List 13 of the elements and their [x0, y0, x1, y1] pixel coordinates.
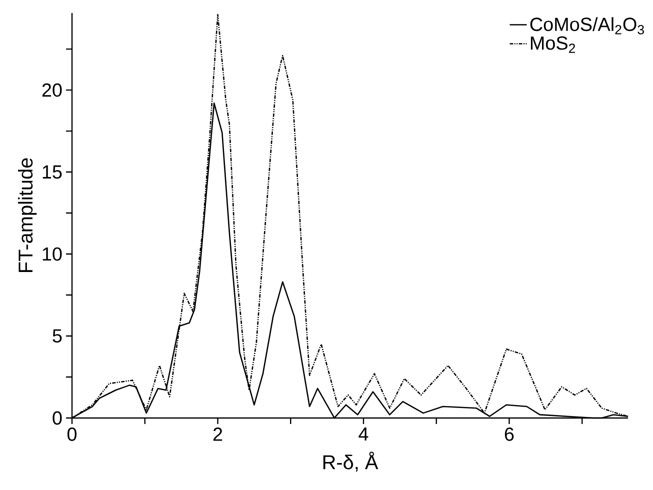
legend-label: CoMoS/Al$_{2}$O$_{3}$: [530, 17, 644, 34]
y-tick-label: 20: [42, 83, 62, 97]
x-tick-label: 6: [504, 428, 514, 441]
y-axis-title: FT-amplitude: [18, 158, 37, 272]
x-axis-title: R-δ, Å: [323, 452, 378, 472]
x-tick-label: 2: [213, 428, 222, 441]
y-tick-label: 10: [42, 247, 62, 261]
x-tick-label: 4: [358, 428, 368, 441]
y-tick-label: 5: [52, 329, 62, 343]
y-tick-label: 15: [42, 165, 62, 179]
legend-label: MoS$_{2}$: [530, 36, 576, 53]
y-tick-label: 0: [52, 411, 62, 425]
x-tick-label: 0: [67, 428, 77, 441]
